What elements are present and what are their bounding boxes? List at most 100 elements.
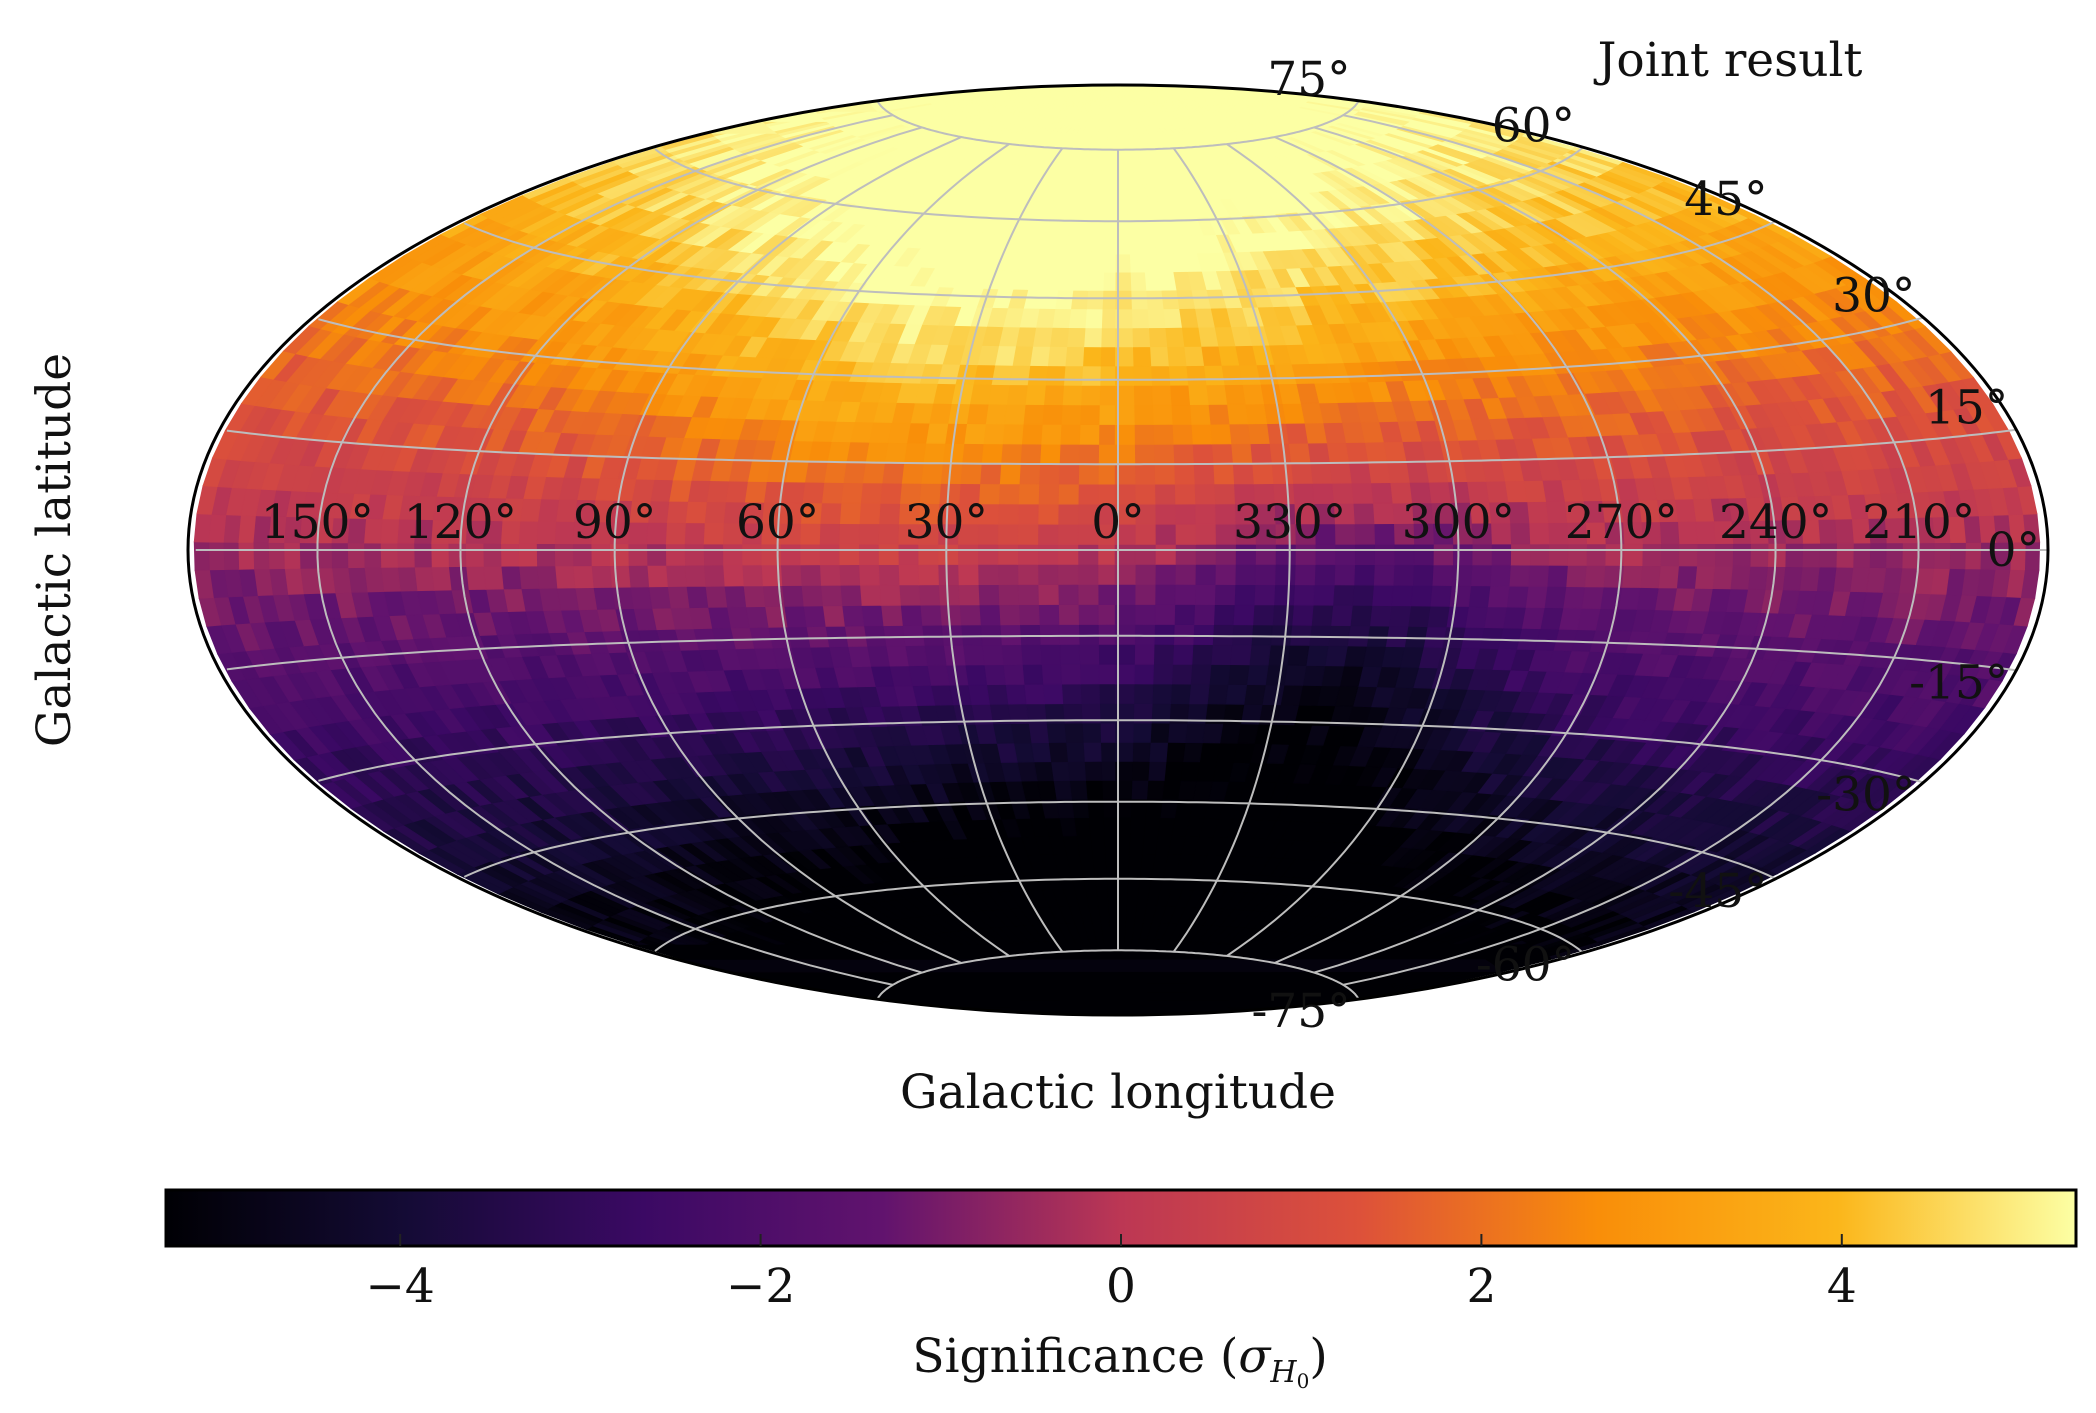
sky-pixel xyxy=(1543,585,1567,609)
sky-pixel xyxy=(683,543,705,566)
sky-pixel xyxy=(966,403,989,425)
sky-pixel xyxy=(961,443,984,465)
sky-pixel xyxy=(1078,644,1100,665)
sky-pixel xyxy=(1177,780,1197,801)
sky-pixel xyxy=(964,664,988,686)
sky-pixel xyxy=(1346,625,1371,647)
sky-pixel xyxy=(1128,835,1145,855)
sky-pixel xyxy=(780,564,802,587)
sky-pixel xyxy=(1147,761,1167,781)
sky-pixel xyxy=(1149,722,1170,743)
sky-pixel xyxy=(1133,384,1153,406)
sky-pixel xyxy=(1195,543,1216,565)
sky-pixel xyxy=(1392,564,1415,586)
sky-pixel xyxy=(1057,483,1079,505)
sky-pixel xyxy=(1174,543,1196,565)
sky-pixel xyxy=(1243,684,1266,706)
sky-pixel xyxy=(1832,566,1854,592)
sky-pixel xyxy=(1353,523,1376,545)
sky-pixel xyxy=(1022,404,1045,425)
sky-pixel xyxy=(1621,565,1643,588)
sky-pixel xyxy=(839,584,862,607)
sky-pixel xyxy=(1209,423,1232,445)
sky-pixel xyxy=(1310,604,1334,626)
sky-pixel xyxy=(1049,326,1070,348)
sky-pixel xyxy=(741,564,763,587)
sky-pixel xyxy=(1267,644,1291,666)
sky-pixel xyxy=(1132,365,1153,386)
sky-pixel xyxy=(590,565,613,589)
sky-pixel xyxy=(1043,384,1065,406)
sky-pixel xyxy=(1171,663,1193,685)
sky-pixel xyxy=(1835,542,1854,568)
sky-pixel xyxy=(1063,365,1084,386)
sky-pixel xyxy=(821,481,844,504)
sky-pixel xyxy=(922,442,946,464)
sky-pixel xyxy=(1132,722,1152,743)
sky-pixel xyxy=(1274,563,1296,586)
sky-pixel xyxy=(781,585,804,607)
sky-pixel xyxy=(917,564,939,586)
sky-pixel xyxy=(1193,604,1215,625)
sky-pixel xyxy=(1152,404,1173,425)
sky-pixel xyxy=(818,523,841,545)
sky-pixel xyxy=(222,514,241,543)
sky-pixel xyxy=(1287,442,1311,464)
sky-pixel xyxy=(1448,585,1472,607)
sky-pixel xyxy=(1134,604,1156,625)
sky-pixel xyxy=(997,543,1019,565)
sky-pixel xyxy=(1190,663,1212,685)
sky-pixel xyxy=(1234,564,1256,585)
sky-pixel xyxy=(1050,761,1070,782)
sky-pixel xyxy=(1057,604,1080,625)
sky-pixel xyxy=(1849,566,1870,593)
sky-pixel xyxy=(1249,443,1272,465)
sky-pixel xyxy=(733,971,1503,984)
sky-pixel xyxy=(1058,463,1080,485)
sky-pixel xyxy=(1445,605,1469,628)
sky-pixel xyxy=(1088,817,1105,837)
sky-pixel xyxy=(937,564,959,586)
sky-pixel xyxy=(1066,327,1086,348)
sky-pixel xyxy=(1154,523,1176,545)
sky-pixel xyxy=(921,624,944,646)
sky-pixel xyxy=(1199,742,1221,763)
sky-pixel xyxy=(982,423,1005,445)
sky-pixel xyxy=(1214,564,1236,586)
sky-pixel xyxy=(685,585,709,609)
sky-pixel xyxy=(611,586,634,610)
sky-pixel xyxy=(1163,761,1184,782)
sky-pixel xyxy=(1657,565,1680,589)
sky-pixel xyxy=(1371,584,1394,607)
sky-pixel xyxy=(1370,482,1393,504)
sky-pixel xyxy=(1017,564,1039,585)
sky-pixel xyxy=(1250,624,1273,646)
sky-pixel xyxy=(1192,624,1215,646)
sky-pixel xyxy=(1037,483,1060,505)
sky-pixel xyxy=(986,684,1009,705)
sky-pixel xyxy=(1213,483,1236,505)
sky-pixel xyxy=(1041,404,1063,425)
sky-pixel xyxy=(609,565,631,588)
sky-pixel xyxy=(1006,384,1028,405)
sky-pixel xyxy=(1231,624,1254,646)
sky-pixel xyxy=(1487,585,1510,608)
sky-pixel xyxy=(1030,742,1052,763)
sky-pixel xyxy=(802,605,826,628)
sky-pixel xyxy=(1087,271,1105,291)
sky-pixel xyxy=(1133,644,1155,665)
sky-pixel xyxy=(1134,563,1156,585)
sky-pixel xyxy=(859,584,882,606)
sky-pixel xyxy=(1526,501,1549,524)
sky-pixel xyxy=(1000,644,1023,666)
sky-pixel xyxy=(742,585,766,608)
sky-pixel xyxy=(702,522,724,545)
sky-pixel xyxy=(1349,604,1373,627)
sky-pixel xyxy=(1228,423,1251,445)
sky-pixel xyxy=(536,565,558,589)
sky-pixel xyxy=(1080,384,1101,406)
sky-pixel xyxy=(1148,741,1169,763)
sky-pixel xyxy=(1816,566,1837,592)
sky-pixel xyxy=(1194,584,1216,606)
sky-pixel xyxy=(380,566,401,592)
